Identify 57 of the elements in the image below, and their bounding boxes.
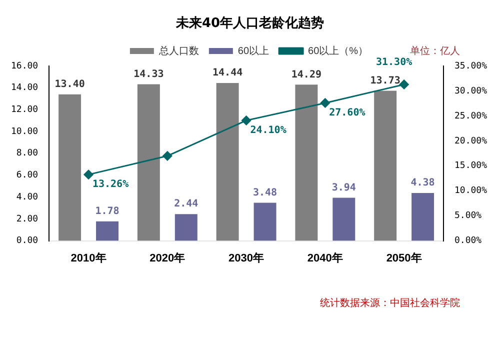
x-tick-label: 2020年 bbox=[150, 251, 186, 264]
x-tick-label: 2030年 bbox=[228, 251, 264, 264]
y-tick-label: 10.00 bbox=[11, 126, 38, 137]
data-label: 13.73 bbox=[370, 75, 400, 86]
x-tick-label: 2010年 bbox=[70, 251, 106, 264]
data-label: 31.30% bbox=[376, 57, 412, 68]
bar bbox=[137, 84, 160, 241]
point bbox=[84, 170, 94, 180]
bar bbox=[58, 94, 82, 241]
data-label: 27.60% bbox=[329, 108, 366, 119]
y-tick-label: 14.00 bbox=[11, 83, 38, 94]
data-label: 1.78 bbox=[95, 206, 120, 217]
point bbox=[399, 80, 409, 90]
y-tick-label: 2.00 bbox=[16, 214, 38, 224]
data-label: 3.48 bbox=[252, 187, 278, 198]
x-tick-label: 2040年 bbox=[307, 251, 343, 264]
y-tick-label: 12.00 bbox=[11, 105, 38, 116]
bar bbox=[332, 198, 356, 241]
data-label: 14.44 bbox=[212, 68, 243, 79]
data-label: 14.29 bbox=[291, 69, 322, 80]
data-label: 24.10% bbox=[250, 125, 286, 136]
x-tick-label: 2050年 bbox=[386, 251, 422, 264]
text: 统计数据来源：中国社会科学院 bbox=[320, 296, 460, 310]
point bbox=[320, 98, 330, 108]
y-tick-label: 16.00 bbox=[11, 61, 38, 72]
text: 单位：亿人 bbox=[410, 44, 460, 58]
legend-label: 60以上（%） bbox=[308, 44, 368, 57]
y2-tick-label: 25.00% bbox=[454, 111, 488, 122]
y-tick-label: 8.00 bbox=[16, 148, 38, 159]
y2-tick-label: 20.00% bbox=[454, 136, 488, 146]
y2-tick-label: 15.00% bbox=[454, 161, 488, 172]
bar bbox=[216, 83, 239, 241]
data-label: 4.38 bbox=[410, 178, 435, 189]
bar bbox=[295, 84, 318, 241]
bar bbox=[412, 192, 434, 241]
data-label: 13.40 bbox=[54, 79, 85, 90]
bar bbox=[174, 214, 198, 241]
bar bbox=[374, 90, 397, 241]
data-label: 14.33 bbox=[134, 68, 164, 80]
chart-title: 未来40年人口老龄化趋势 bbox=[174, 15, 326, 32]
point bbox=[242, 116, 252, 126]
legend-label: 总人口数 bbox=[158, 44, 199, 57]
bar bbox=[254, 202, 276, 241]
data-label: 2.44 bbox=[174, 198, 198, 210]
y2-tick-label: 30.00% bbox=[454, 86, 488, 96]
data-label: 3.94 bbox=[332, 182, 356, 194]
bar bbox=[96, 221, 119, 241]
y-tick-label: 6.00 bbox=[16, 170, 38, 181]
data-label: 13.26% bbox=[92, 179, 129, 190]
y2-tick-label: 35.00% bbox=[454, 61, 488, 72]
y-tick-label: 4.00 bbox=[16, 192, 38, 202]
y2-tick-label: 10.00% bbox=[454, 186, 488, 196]
y-tick-label: 0.00 bbox=[16, 236, 38, 246]
point bbox=[162, 151, 172, 161]
y2-tick-label: 5.00% bbox=[454, 211, 482, 222]
legend-label: 60以上 bbox=[238, 44, 270, 57]
y2-tick-label: 0.00% bbox=[454, 236, 482, 246]
